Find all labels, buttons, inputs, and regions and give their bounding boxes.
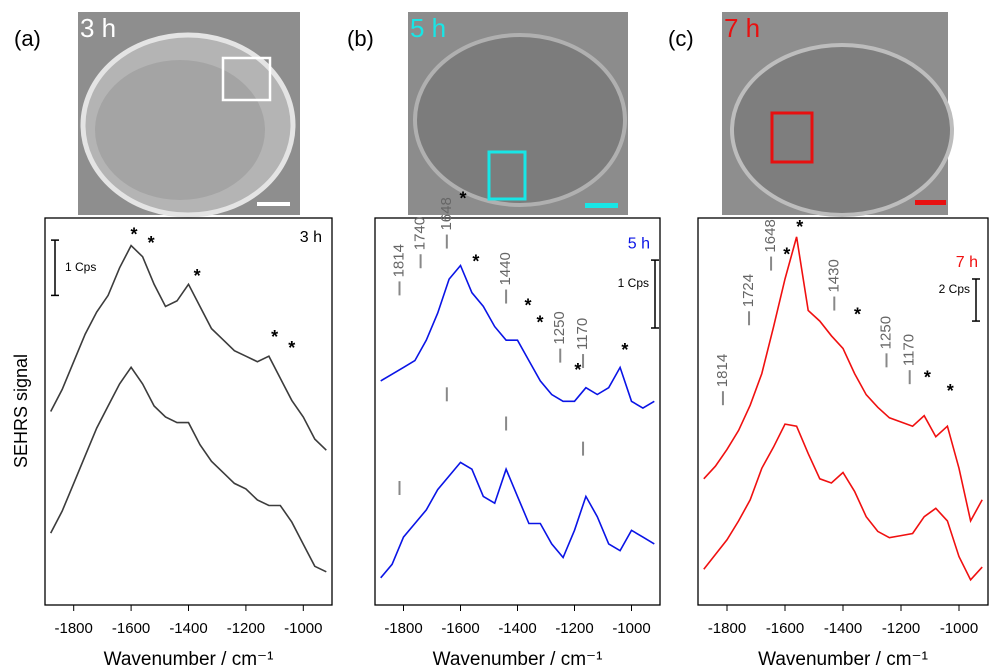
peak-label: 1648 [762, 219, 779, 252]
peak-label: 1170 [574, 318, 591, 350]
peak-label: 1740 [412, 217, 429, 250]
image-label: 5 h [410, 13, 446, 43]
x-tick-label: -1200 [555, 620, 593, 637]
peak-asterisk: * [130, 225, 137, 245]
x-tick-label: -1800 [708, 620, 746, 637]
peak-label: 1170 [901, 334, 918, 366]
x-tick-label: -1400 [169, 620, 207, 637]
spectrum-line [703, 236, 983, 524]
scale-bar-label: 2 Cps [939, 282, 970, 296]
panel-label: (a) [14, 26, 41, 51]
spectrum-line [380, 263, 655, 410]
peak-asterisk: * [525, 296, 532, 316]
peak-asterisk: * [537, 313, 544, 333]
image-a [78, 12, 300, 218]
x-tick-label: -1000 [940, 620, 978, 637]
peak-label: 1814 [390, 244, 407, 277]
x-tick-label: -1000 [284, 620, 322, 637]
peak-asterisk: * [924, 367, 931, 387]
x-axis-label: Wavenumber / cm⁻¹ [433, 649, 603, 670]
x-tick-label: -1400 [498, 620, 536, 637]
peak-asterisk: * [460, 188, 467, 208]
peak-label: 1648 [438, 197, 455, 230]
x-axis-label: Wavenumber / cm⁻¹ [104, 649, 274, 670]
image-label: 3 h [80, 13, 116, 43]
peak-asterisk: * [783, 244, 790, 264]
x-tick-label: -1600 [441, 620, 479, 637]
scale-bar-label: 1 Cps [618, 276, 649, 290]
scale-bar-label: 1 Cps [65, 260, 96, 274]
spectrum-line [49, 365, 327, 573]
panel-label: (c) [668, 26, 694, 51]
plot-frame [44, 217, 333, 606]
x-tick-label: -1400 [824, 620, 862, 637]
peak-label: 1814 [714, 354, 731, 387]
x-tick-label: -1600 [112, 620, 150, 637]
peak-label: 1440 [497, 252, 514, 285]
spectrum-line [703, 423, 983, 582]
chart-title: 7 h [956, 254, 978, 271]
peak-asterisk: * [947, 381, 954, 401]
y-axis-label: SEHRS signal [11, 354, 31, 468]
peak-asterisk: * [194, 266, 201, 286]
image-label: 7 h [724, 13, 760, 43]
peak-asterisk: * [271, 327, 278, 347]
x-tick-label: -1600 [766, 620, 804, 637]
x-tick-label: -1000 [612, 620, 650, 637]
x-tick-label: -1800 [55, 620, 93, 637]
spectrum-line [49, 244, 327, 451]
peak-asterisk: * [621, 340, 628, 360]
peak-label: 1250 [551, 311, 568, 344]
peak-asterisk: * [148, 233, 155, 253]
panel-label: (b) [347, 26, 374, 51]
chart-title: 5 h [628, 235, 650, 252]
peak-asterisk: * [288, 338, 295, 358]
peak-asterisk: * [574, 360, 581, 380]
spectrum-line [380, 461, 655, 579]
chart-title: 3 h [300, 229, 322, 246]
x-tick-label: -1800 [384, 620, 422, 637]
peak-asterisk: * [796, 217, 803, 237]
peak-asterisk: * [854, 304, 861, 324]
x-axis-label: Wavenumber / cm⁻¹ [758, 649, 928, 670]
x-tick-label: -1200 [227, 620, 265, 637]
peak-label: 1250 [877, 316, 894, 349]
peak-label: 1430 [825, 259, 842, 292]
peak-label: 1724 [740, 274, 757, 307]
peak-asterisk: * [472, 251, 479, 271]
image-b [408, 12, 628, 215]
image-c [722, 12, 954, 217]
x-tick-label: -1200 [882, 620, 920, 637]
